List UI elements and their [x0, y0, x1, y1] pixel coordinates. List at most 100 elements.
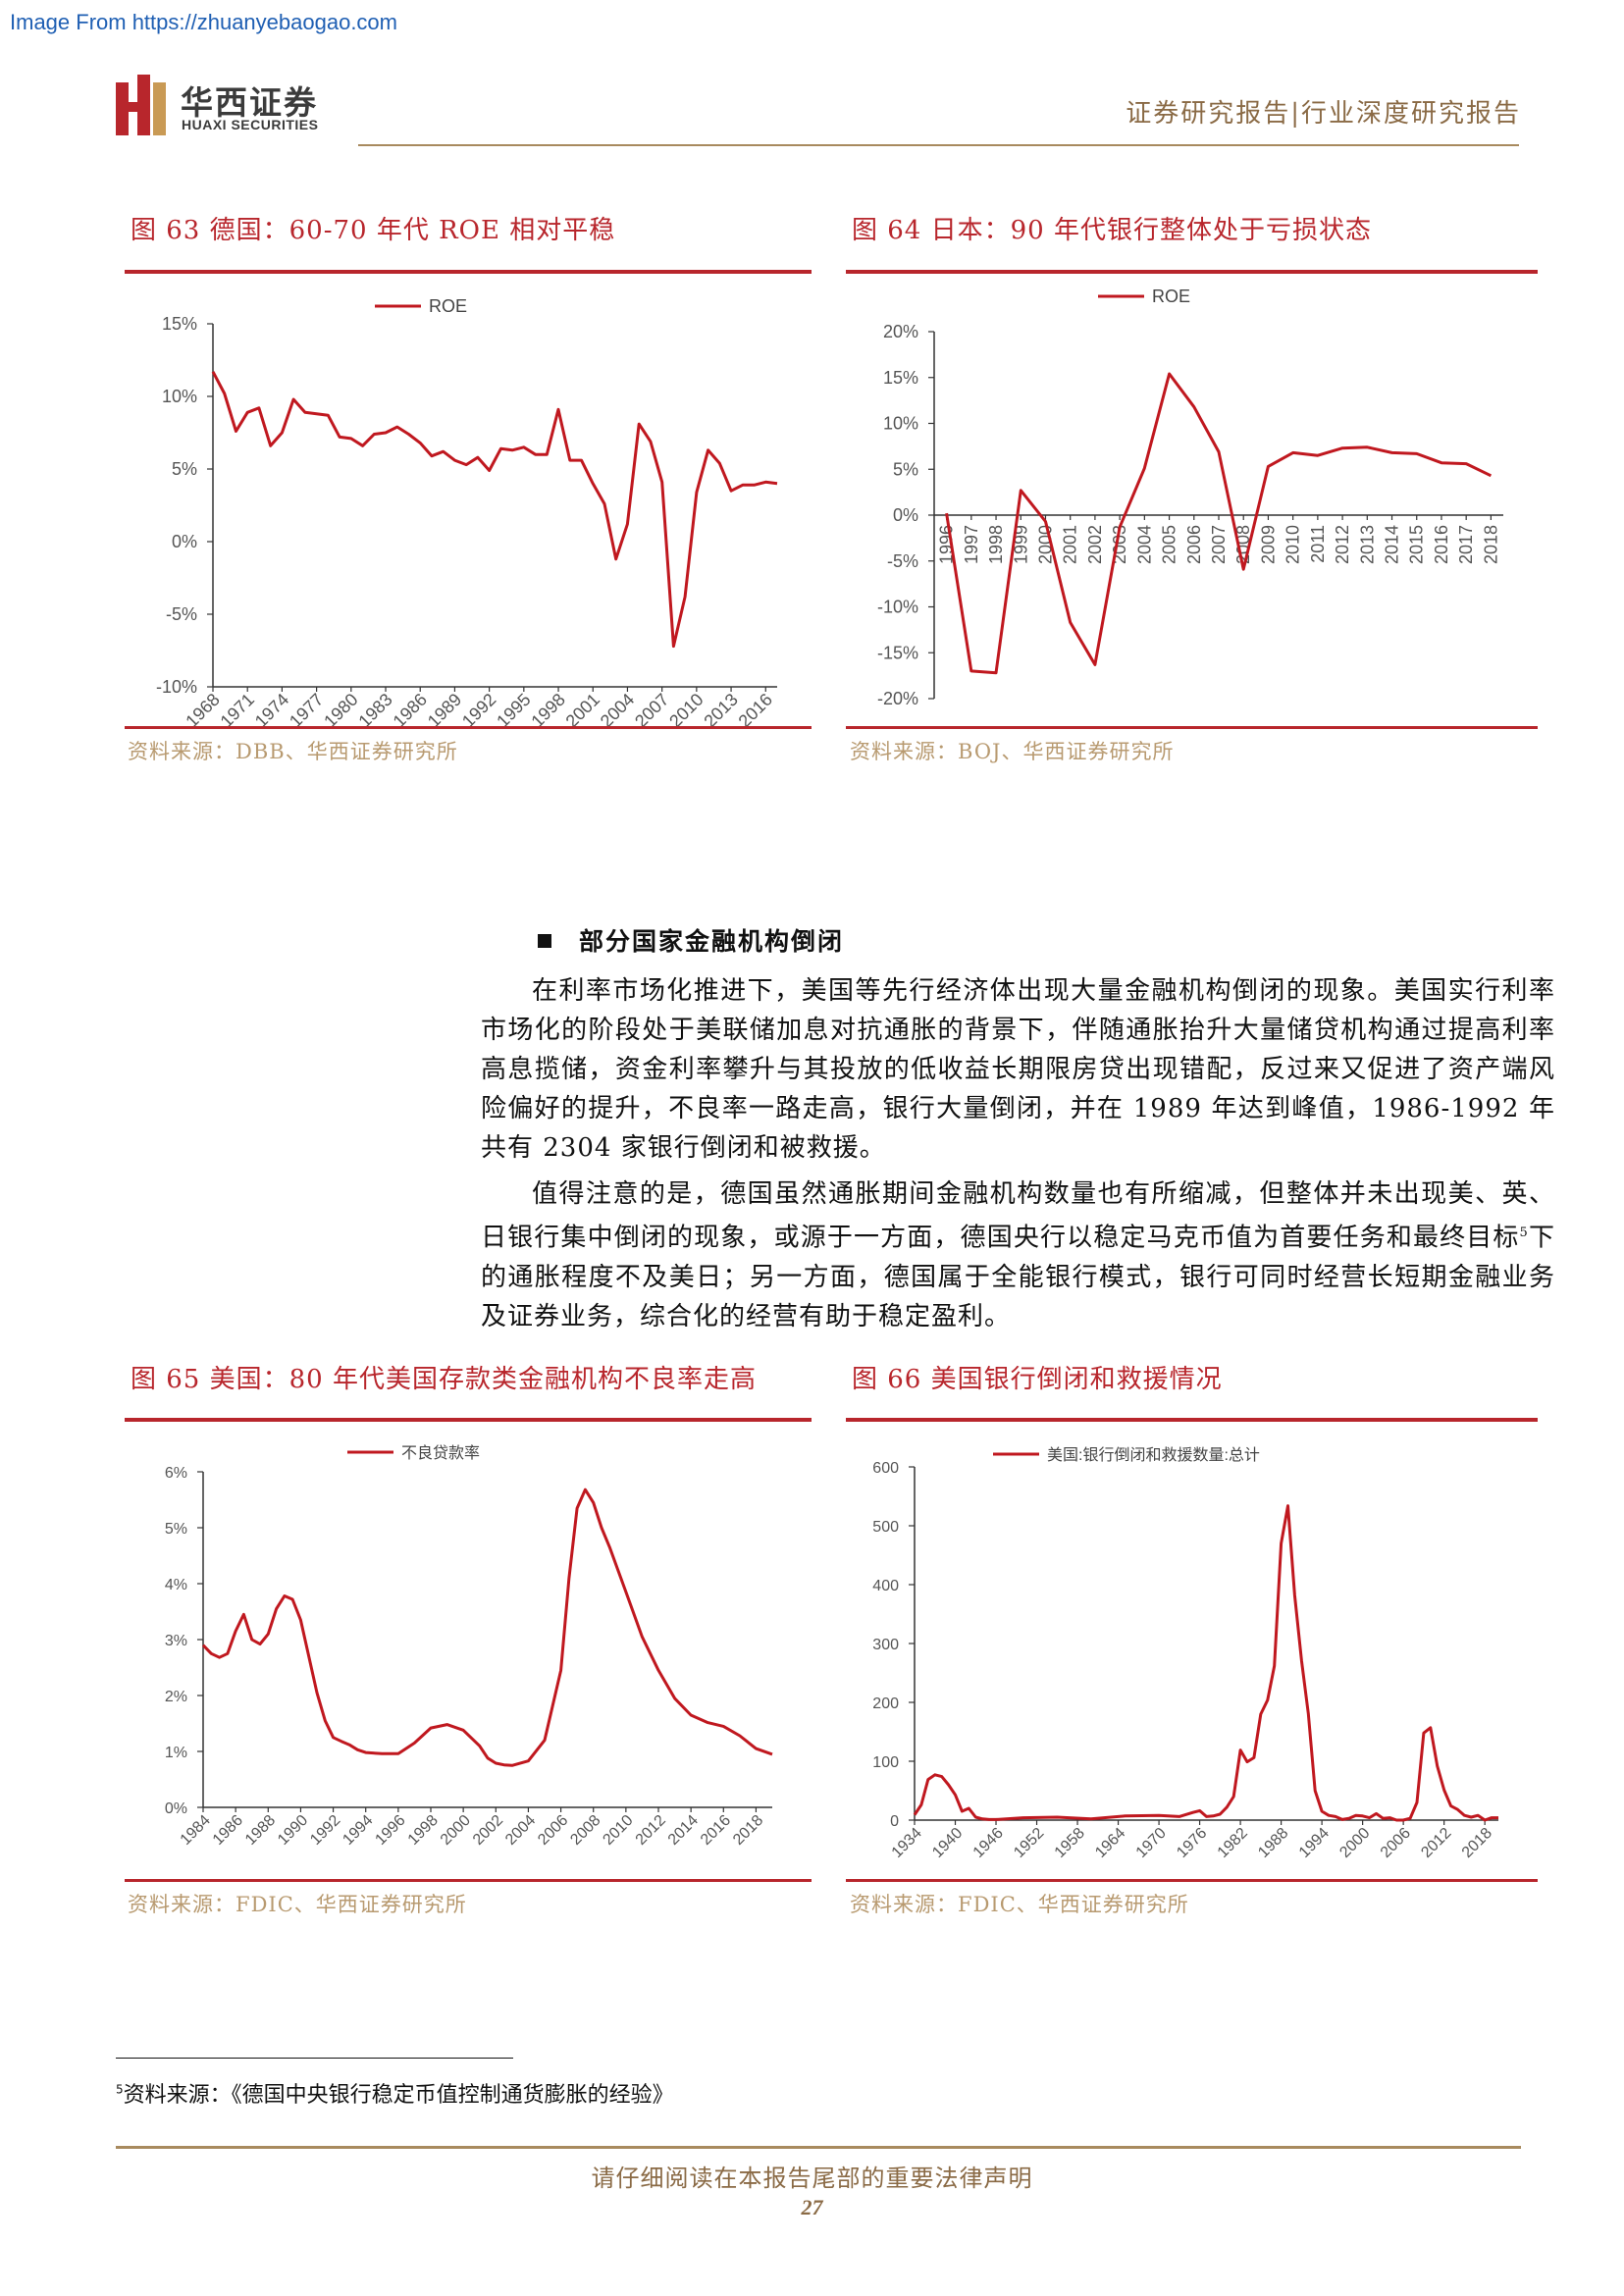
figure-66-title: 图 66 美国银行倒闭和救援情况	[852, 1365, 1223, 1394]
x-tick-label: 1992	[458, 690, 499, 726]
x-tick-label: 1977	[286, 690, 327, 726]
x-tick-label: 1980	[320, 690, 361, 726]
y-tick-label: 0	[890, 1813, 899, 1830]
figure-65-chart: 不良贷款率6%5%4%3%2%1%0%198419861988199019921…	[165, 1444, 773, 1849]
y-tick-label: 6%	[165, 1465, 187, 1482]
y-tick-label: 4%	[165, 1577, 187, 1593]
x-tick-label: 1946	[970, 1825, 1007, 1861]
x-tick-label: 2010	[1283, 525, 1303, 564]
paragraph-2-part-b: 下的通胀程度不及美日；另一方面，德国属于全能银行模式，银行可同时经营长短期金融业…	[481, 1223, 1555, 1331]
y-tick-label: 5%	[893, 459, 918, 479]
section-heading-text: 部分国家金融机构倒闭	[579, 927, 845, 956]
y-tick-label: 400	[872, 1578, 899, 1594]
y-tick-label: -10%	[156, 677, 197, 697]
section-heading: 部分国家金融机构倒闭	[538, 922, 844, 958]
legend-label: 美国:银行倒闭和救援数量:总计	[1047, 1446, 1260, 1464]
figure-64-top-rule	[846, 270, 1538, 274]
footnote-text: 资料来源：《德国中央银行稳定币值控制通货膨胀的经验》	[123, 2083, 674, 2108]
x-tick-label: 1988	[1255, 1825, 1291, 1861]
x-tick-label: 1984	[178, 1812, 214, 1849]
x-tick-label: 2006	[1184, 525, 1204, 564]
figure-63-title: 图 63 德国：60-70 年代 ROE 相对平稳	[131, 216, 616, 245]
x-tick-label: 1990	[275, 1812, 311, 1849]
x-tick-label: 1998	[527, 690, 568, 726]
y-tick-label: 10%	[883, 414, 918, 434]
x-tick-label: 2002	[470, 1812, 506, 1849]
legend-label: ROE	[1152, 287, 1190, 306]
y-tick-label: 0%	[165, 1800, 187, 1817]
x-tick-label: 2005	[1160, 525, 1179, 564]
x-tick-label: 1964	[1092, 1825, 1128, 1861]
series-line	[201, 1487, 773, 1767]
x-tick-label: 1971	[217, 690, 258, 726]
source-url[interactable]: Image From https://zhuanyebaogao.com	[10, 10, 397, 34]
footnote-ref[interactable]: 5	[1519, 1226, 1529, 1240]
x-tick-label: 2006	[1378, 1825, 1414, 1861]
x-tick-label: 2017	[1456, 525, 1476, 564]
y-tick-label: 100	[872, 1754, 899, 1771]
footnote-number: 5	[116, 2082, 124, 2097]
x-tick-label: 1988	[242, 1812, 279, 1849]
figure-64-bottom-rule	[846, 726, 1538, 729]
x-tick-label: 1940	[929, 1825, 966, 1861]
x-tick-label: 1958	[1052, 1825, 1088, 1861]
x-tick-label: 1986	[210, 1812, 246, 1849]
x-tick-label: 2012	[1333, 525, 1352, 564]
figure-66-source: 资料来源：FDIC、华西证券研究所	[850, 1893, 1189, 1916]
huaxi-logo-icon	[116, 75, 166, 135]
x-tick-label: 2001	[562, 690, 603, 726]
y-tick-label: 10%	[162, 387, 197, 406]
figure-64-chart: ROE 20% 15% 10% 5% 0% -5% -10% -15% -20% 1996 1997 1…	[877, 287, 1503, 708]
x-tick-label: 2016	[698, 1812, 734, 1849]
x-tick-label: 1998	[986, 525, 1006, 564]
y-tick-label: 20%	[883, 322, 918, 341]
x-tick-label: 2016	[735, 690, 776, 726]
x-tick-label: 2015	[1407, 525, 1427, 564]
y-tick-label: -5%	[887, 551, 918, 571]
x-tick-label: 2014	[1383, 525, 1402, 564]
x-tick-label: 2018	[730, 1812, 766, 1849]
figure-66-top-rule	[846, 1418, 1538, 1422]
footer-divider	[116, 2146, 1521, 2149]
x-tick-label: 2000	[1336, 1825, 1373, 1861]
figure-63-chart: ROE15%10%5%0%-5%-10%19681971197419771980…	[156, 296, 778, 726]
x-tick-label: 2013	[700, 690, 741, 726]
x-tick-label: 2007	[1209, 525, 1229, 564]
figure-65-top-rule	[125, 1418, 812, 1422]
figure-64-source: 资料来源：BOJ、华西证券研究所	[850, 740, 1175, 763]
figure-66-bottom-rule	[846, 1879, 1538, 1882]
legend-label: ROE	[429, 296, 467, 316]
x-tick-label: 2014	[665, 1812, 702, 1849]
x-tick-label: 1982	[1215, 1825, 1251, 1861]
x-tick-label: 1992	[307, 1812, 343, 1849]
report-type-label: 证券研究报告|行业深度研究报告	[1126, 99, 1521, 129]
legal-notice: 请仔细阅读在本报告尾部的重要法律声明	[591, 2165, 1033, 2192]
x-tick-label: 1952	[1011, 1825, 1047, 1861]
footnote-divider	[116, 2058, 513, 2059]
y-tick-label: 300	[872, 1637, 899, 1653]
x-tick-label: 1998	[405, 1812, 442, 1849]
y-tick-label: 3%	[165, 1633, 187, 1649]
x-tick-label: 1974	[251, 690, 292, 726]
y-tick-label: 15%	[883, 368, 918, 388]
x-tick-label: 2018	[1459, 1825, 1495, 1861]
x-tick-label: 2001	[1061, 525, 1080, 564]
y-tick-label: 5%	[172, 459, 197, 479]
x-tick-label: 1986	[390, 690, 431, 726]
y-tick-label: 500	[872, 1519, 899, 1536]
x-tick-label: 2008	[567, 1812, 603, 1849]
x-tick-label: 2004	[1134, 525, 1154, 564]
x-tick-label: 2012	[633, 1812, 669, 1849]
x-tick-label: 2006	[535, 1812, 571, 1849]
x-tick-label: 1995	[493, 690, 534, 726]
y-tick-label: 1%	[165, 1745, 187, 1761]
y-tick-label: 5%	[165, 1521, 187, 1538]
x-tick-label: 1994	[340, 1812, 376, 1849]
header-divider	[358, 144, 1519, 146]
x-tick-label: 1996	[937, 525, 957, 564]
x-tick-label: 2000	[438, 1812, 474, 1849]
x-tick-label: 1970	[1133, 1825, 1170, 1861]
x-tick-label: 2018	[1481, 525, 1500, 564]
x-tick-label: 1997	[962, 525, 981, 564]
